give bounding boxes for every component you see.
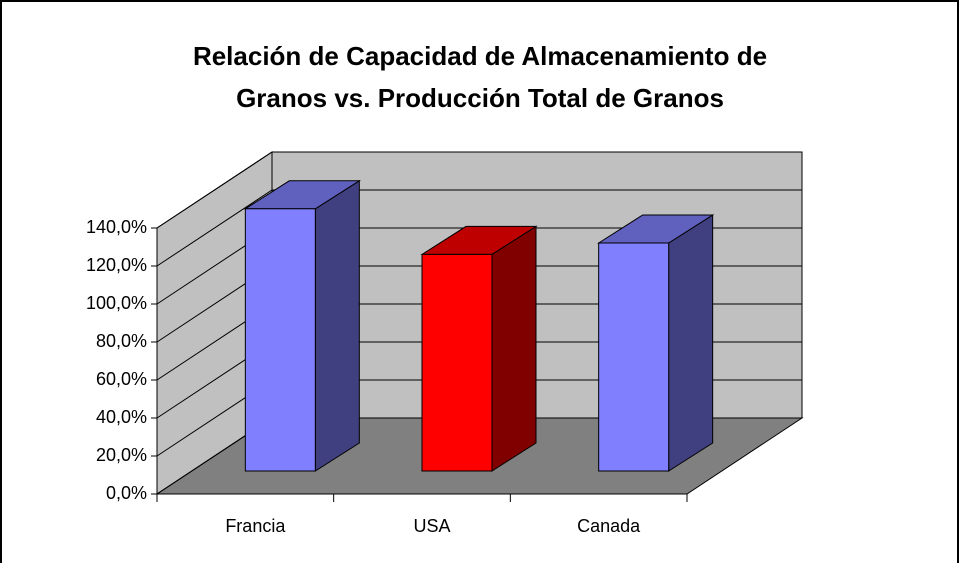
y-tick-label: 0,0% bbox=[106, 483, 147, 503]
chart-title: Relación de Capacidad de Almacenamiento … bbox=[193, 41, 767, 71]
x-tick-label: Canada bbox=[577, 516, 641, 536]
chart-title: Granos vs. Producción Total de Granos bbox=[236, 83, 724, 113]
y-tick-label: 40,0% bbox=[96, 407, 147, 427]
y-tick-label: 20,0% bbox=[96, 445, 147, 465]
bar bbox=[244, 208, 316, 472]
bar-side bbox=[668, 214, 714, 472]
grid-line bbox=[156, 189, 802, 267]
bar-side bbox=[491, 225, 537, 472]
x-tick-label: USA bbox=[413, 516, 450, 536]
y-tick-label: 120,0% bbox=[86, 255, 147, 275]
y-tick-label: 60,0% bbox=[96, 369, 147, 389]
y-tick-label: 100,0% bbox=[86, 293, 147, 313]
grid-line bbox=[156, 151, 802, 229]
bar bbox=[598, 242, 670, 472]
y-tick-label: 140,0% bbox=[86, 217, 147, 237]
bar-side bbox=[314, 179, 360, 472]
bar bbox=[421, 253, 493, 472]
x-tick-label: Francia bbox=[225, 516, 286, 536]
y-tick-label: 80,0% bbox=[96, 331, 147, 351]
